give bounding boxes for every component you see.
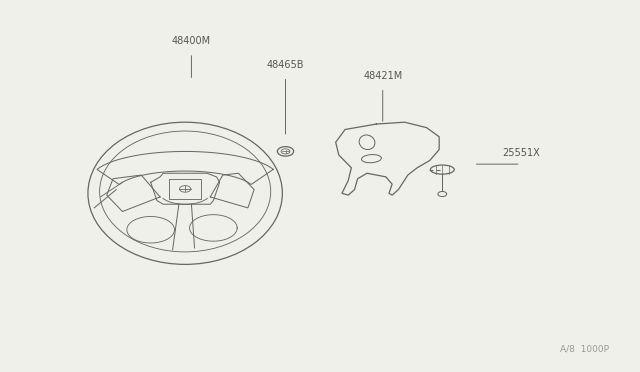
- Text: 48465B: 48465B: [267, 60, 304, 70]
- Text: A/8  1000P: A/8 1000P: [559, 345, 609, 354]
- Text: 25551X: 25551X: [502, 148, 540, 158]
- Text: 48421M: 48421M: [363, 71, 403, 81]
- Text: 48400M: 48400M: [172, 36, 211, 46]
